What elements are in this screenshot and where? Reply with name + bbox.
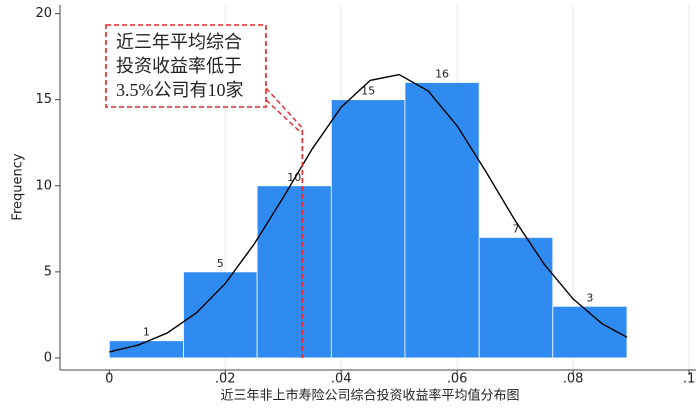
y-tick-label: 20 <box>35 6 52 21</box>
x-tick-label: 0 <box>105 372 113 387</box>
density-curve <box>109 73 628 353</box>
y-axis-title: Frequency <box>11 153 26 220</box>
x-axis-title: 近三年非上市寿险公司综合投资收益率平均值分布图 <box>220 388 519 404</box>
x-tick-label: .02 <box>215 372 236 387</box>
y-tick-label: 5 <box>44 264 52 279</box>
annotation-text: 3.5%公司有10家 <box>116 80 244 100</box>
annotation-connector <box>265 99 301 133</box>
bar-value-label: 1 <box>143 326 150 339</box>
bar <box>478 237 554 359</box>
y-tick-label: 10 <box>35 178 52 193</box>
x-tick-label: .08 <box>563 372 584 387</box>
bar-value-label: 15 <box>361 85 375 98</box>
bar <box>552 305 628 359</box>
annotation-text: 投资收益率低于 <box>116 56 242 76</box>
annotation-connector <box>265 87 303 129</box>
bar-value-label: 5 <box>217 257 224 270</box>
annotation-text: 近三年平均综合 <box>116 32 242 52</box>
y-tick-label: 0 <box>44 350 52 365</box>
x-tick-label: .06 <box>447 372 468 387</box>
bar-value-label: 16 <box>435 67 449 80</box>
x-tick-label: .04 <box>331 372 352 387</box>
bar-value-label: 10 <box>287 171 301 184</box>
x-tick-label: .1 <box>683 372 695 387</box>
y-tick-label: 15 <box>35 92 52 107</box>
bar <box>404 82 480 359</box>
bar-value-label: 3 <box>586 291 593 304</box>
bar <box>330 99 406 359</box>
bar <box>256 185 332 359</box>
bar-value-label: 7 <box>512 222 519 235</box>
annotation-box <box>105 24 267 108</box>
